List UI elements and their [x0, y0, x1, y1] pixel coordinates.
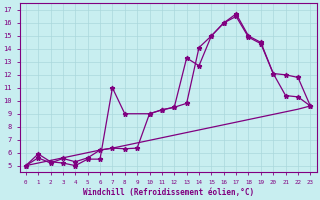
X-axis label: Windchill (Refroidissement éolien,°C): Windchill (Refroidissement éolien,°C) — [83, 188, 254, 197]
